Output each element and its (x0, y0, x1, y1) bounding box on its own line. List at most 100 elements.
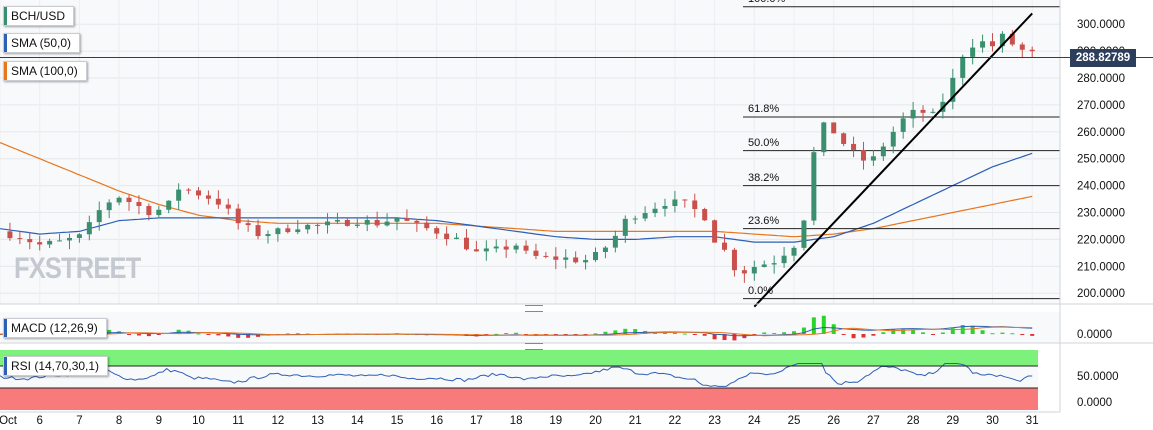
macd-histogram-bar (295, 333, 300, 335)
candle-body (454, 237, 460, 240)
candle-body (315, 224, 321, 226)
current-price-badge: 288.82789 (1070, 49, 1136, 67)
macd-histogram-bar (136, 334, 141, 336)
time-tick-label: 18 (510, 415, 523, 427)
candle-body (791, 247, 797, 256)
candle-body (463, 237, 469, 250)
macd-histogram-bar (990, 333, 995, 335)
macd-histogram-bar (871, 334, 876, 336)
fibonacci-level-label: 50.0% (748, 136, 780, 149)
candle-body (563, 257, 569, 260)
candle-body (761, 264, 767, 267)
macd-histogram-bar (246, 334, 251, 338)
time-tick-label: 14 (351, 415, 364, 427)
trendline-group[interactable] (753, 12, 1033, 308)
fibonacci-level-label: 100.0% (748, 0, 785, 5)
time-tick-label: 28 (907, 415, 920, 427)
candle-body (890, 131, 896, 147)
time-tick-label: 20 (589, 415, 602, 427)
macd-histogram-bar (841, 334, 846, 335)
candle-body (374, 220, 380, 226)
candle-body (622, 218, 628, 236)
candle-body (305, 224, 311, 230)
candle-body (245, 223, 251, 226)
sma50-tag[interactable]: SMA (50,0) (3, 33, 81, 53)
candle-body (17, 238, 23, 240)
candle-body (731, 249, 737, 271)
candle-body (295, 229, 301, 233)
candle-body (404, 217, 410, 221)
candle-body (205, 195, 211, 199)
time-tick-label: 17 (470, 415, 483, 427)
rsi-label: RSI (14,70,30,1) (11, 359, 100, 373)
candle-body (553, 256, 559, 260)
watermark: FXSTREET (14, 252, 141, 285)
macd-histogram-bar (156, 334, 161, 335)
candle-body (652, 208, 658, 214)
candle-body (741, 270, 747, 274)
instrument-tag[interactable]: BCH/USD (3, 6, 75, 26)
candle-body (682, 199, 688, 201)
fibonacci-level-label: 23.6% (748, 214, 780, 227)
candle-body (136, 202, 142, 207)
candle-body (593, 251, 599, 261)
candle-body (900, 118, 906, 132)
macd-histogram-bar (782, 332, 787, 334)
macd-tag[interactable]: MACD (12,26,9) (3, 318, 107, 338)
candle-body (880, 146, 886, 157)
macd-histogram-bar (672, 332, 677, 334)
pane-divider-handle[interactable] (525, 343, 543, 350)
macd-histogram-bar (712, 334, 717, 340)
macd-histogram-bar (891, 328, 896, 334)
candle-body (990, 41, 996, 47)
candle-body (692, 200, 698, 210)
candle-body (344, 220, 350, 226)
candle-body (831, 122, 837, 134)
candle-body (493, 246, 499, 249)
candle-body (235, 208, 241, 224)
candle-body (523, 245, 529, 251)
time-tick-label: 30 (986, 415, 999, 427)
pane-divider-handle[interactable] (525, 305, 543, 312)
candle-body (225, 204, 231, 209)
macd-histogram-bar (732, 334, 737, 341)
macd-histogram-bar (930, 334, 935, 335)
rsi-tag[interactable]: RSI (14,70,30,1) (3, 356, 109, 376)
candle-body (612, 235, 618, 248)
candle-body (781, 255, 787, 264)
candle-body (533, 250, 539, 256)
macd-histogram-bar (563, 334, 568, 335)
macd-histogram-bar (792, 331, 797, 334)
candle-body (712, 220, 718, 243)
rsi-oversold-zone (0, 388, 1038, 410)
macd-histogram-bar (692, 334, 697, 335)
macd-histogram-bar (801, 327, 806, 334)
macd-histogram-bar (702, 334, 707, 336)
macd-histogram-bar (921, 332, 926, 334)
candle-body (364, 220, 370, 225)
time-tick-label: 21 (629, 415, 642, 427)
candle-body (642, 213, 648, 219)
sma100-tag[interactable]: SMA (100,0) (3, 61, 87, 81)
candle-body (325, 221, 331, 226)
candle-body (821, 122, 827, 153)
macd-histogram-bar (970, 325, 975, 334)
macd-histogram-bar (851, 334, 856, 339)
macd-histogram-bar (553, 334, 558, 335)
time-tick-label: 7 (76, 415, 82, 427)
macd-histogram-bar (831, 324, 836, 334)
macd-histogram-bar (285, 333, 290, 335)
candle-body (215, 198, 221, 205)
macd-histogram-bar (216, 334, 221, 336)
sma-lines (0, 142, 1033, 243)
rsi-line (0, 363, 1033, 387)
sma50-swatch (4, 34, 7, 52)
macd-histogram-bar (980, 330, 985, 334)
candle-body (275, 228, 281, 235)
macd-histogram-bar (772, 333, 777, 335)
time-tick-label: 16 (430, 415, 443, 427)
price-tick-label: 250.0000 (1077, 154, 1125, 166)
price-tick-label: 210.0000 (1077, 261, 1125, 273)
sma50-label: SMA (50,0) (11, 36, 72, 50)
